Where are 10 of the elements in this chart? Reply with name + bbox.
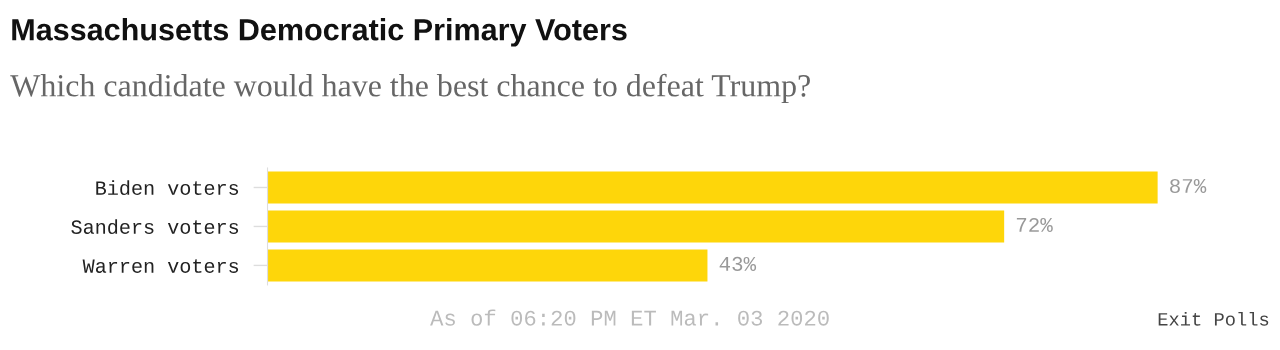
y-tick-label: Biden voters <box>96 180 239 196</box>
y-tick-label: Sanders voters <box>71 219 239 234</box>
data-label: 87% <box>1170 178 1207 194</box>
data-label: 72% <box>1016 217 1053 232</box>
chart-subtitle: Which candidate would have the best chance to defeat Trump? <box>10 73 810 104</box>
text: As of 06:20 PM ET Mar. 03 2020 <box>430 309 829 326</box>
text: Exit Polls <box>1158 311 1269 326</box>
chart-title: Massachusetts Democratic Primary Voters <box>12 18 627 47</box>
y-tick-label: Warren voters <box>82 259 239 273</box>
data-label: 43% <box>719 256 757 272</box>
